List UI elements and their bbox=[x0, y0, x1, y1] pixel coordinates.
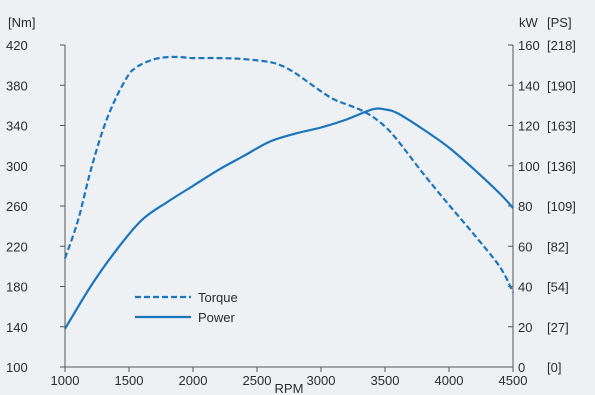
right-tick-ps-label: [82] bbox=[547, 239, 569, 254]
x-tick-label: 4500 bbox=[499, 373, 528, 388]
left-tick-label: 260 bbox=[6, 199, 28, 214]
right-tick-kw-label: 140 bbox=[518, 78, 540, 93]
right-tick-ps-label: [218] bbox=[547, 38, 576, 53]
left-tick-label: 420 bbox=[6, 38, 28, 53]
left-tick-label: 140 bbox=[6, 320, 28, 335]
power-series-line bbox=[64, 107, 514, 330]
legend: Torque Power bbox=[135, 290, 238, 325]
left-tick-label: 100 bbox=[6, 360, 28, 375]
right-tick-kw-label: 100 bbox=[518, 159, 540, 174]
right-tick-kw-label: 60 bbox=[518, 239, 532, 254]
right-tick-kw-label: 0 bbox=[518, 360, 525, 375]
x-tick-label: 3000 bbox=[307, 373, 336, 388]
right-tick-ps-label: [27] bbox=[547, 320, 569, 335]
torque-series-line bbox=[63, 55, 514, 293]
x-tick-label: 1000 bbox=[51, 373, 80, 388]
left-tick-label: 300 bbox=[6, 159, 28, 174]
legend-power-label: Power bbox=[198, 310, 236, 325]
x-tick-label: 2500 bbox=[243, 373, 272, 388]
right-unit-ps-label: [PS] bbox=[547, 15, 572, 30]
right-tick-ps-label: [163] bbox=[547, 119, 576, 134]
right-tick-ps-label: [190] bbox=[547, 78, 576, 93]
left-tick-label: 220 bbox=[6, 239, 28, 254]
x-tick-label: 3500 bbox=[371, 373, 400, 388]
right-tick-kw-label: 40 bbox=[518, 280, 532, 295]
right-tick-kw-label: 80 bbox=[518, 199, 532, 214]
right-tick-ps-label: [54] bbox=[547, 280, 569, 295]
right-tick-ps-label: [0] bbox=[547, 360, 561, 375]
right-unit-kw-label: kW bbox=[519, 15, 539, 30]
x-axis-title: RPM bbox=[275, 381, 304, 395]
right-tick-kw-label: 20 bbox=[518, 320, 532, 335]
x-tick-label: 2000 bbox=[179, 373, 208, 388]
x-tick-label: 1500 bbox=[115, 373, 144, 388]
legend-torque-label: Torque bbox=[198, 290, 238, 305]
left-tick-label: 380 bbox=[6, 78, 28, 93]
right-tick-ps-label: [136] bbox=[547, 159, 576, 174]
left-tick-label: 340 bbox=[6, 119, 28, 134]
x-tick-label: 4000 bbox=[435, 373, 464, 388]
left-unit-label: [Nm] bbox=[8, 15, 35, 30]
right-tick-kw-label: 160 bbox=[518, 38, 540, 53]
right-tick-kw-label: 120 bbox=[518, 119, 540, 134]
right-tick-ps-label: [109] bbox=[547, 199, 576, 214]
left-tick-label: 180 bbox=[6, 280, 28, 295]
